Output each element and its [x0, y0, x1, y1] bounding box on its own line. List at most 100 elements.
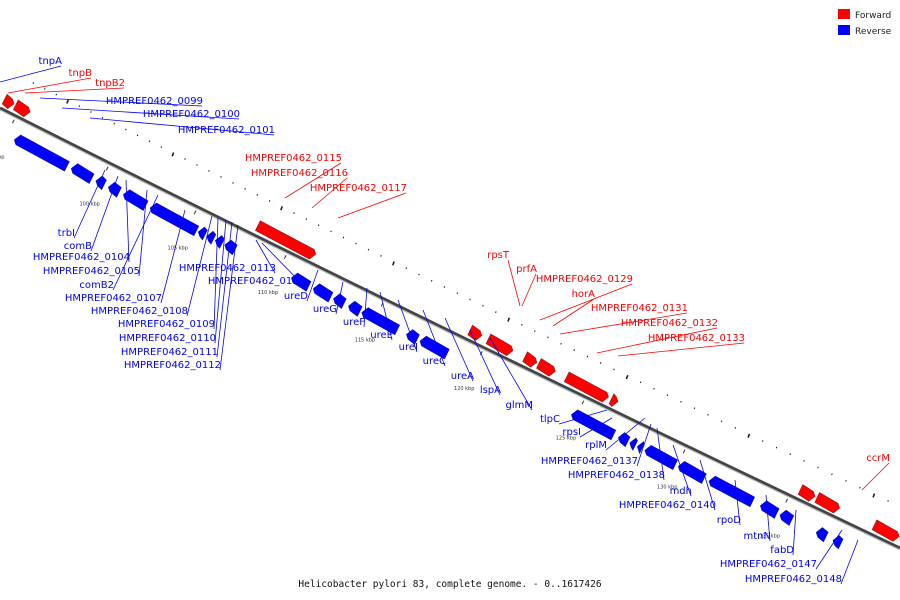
sequence-tick	[32, 82, 35, 84]
gene-label[interactable]: HMPREF0462_0104	[33, 252, 130, 263]
gene-label[interactable]: HMPREF0462_0110	[119, 333, 216, 344]
gene-label[interactable]: HMPREF0462_0100	[143, 109, 240, 120]
gene-label[interactable]: mdh	[670, 486, 692, 497]
gene-label[interactable]: ccrM	[866, 453, 890, 464]
gene-label[interactable]: HMPREF0462_0111	[121, 347, 218, 358]
gene-label[interactable]: ureI	[399, 342, 418, 353]
gene-label[interactable]: ureE	[370, 330, 393, 341]
forward-gene-block[interactable]	[814, 492, 840, 514]
gene-label[interactable]: rpsI	[562, 427, 581, 438]
reverse-gene-block[interactable]	[779, 509, 795, 526]
reverse-gene-block[interactable]	[629, 437, 638, 451]
gene-label[interactable]: HMPREF0462_0117	[310, 183, 407, 194]
gene-label[interactable]: ureA	[451, 371, 474, 382]
gene-label[interactable]: rpoD	[717, 515, 742, 526]
forward-gene-block[interactable]	[871, 519, 900, 542]
gene-label[interactable]: tnpB2	[95, 78, 125, 89]
forward-gene-block[interactable]	[564, 371, 609, 403]
sequence-tick	[136, 134, 139, 137]
gene-label[interactable]: tnpB	[69, 68, 93, 79]
sequence-tick	[693, 407, 696, 410]
forward-gene-block[interactable]	[536, 358, 556, 377]
gene-label[interactable]: ureD	[284, 291, 308, 302]
reverse-gene-block[interactable]	[95, 175, 107, 191]
gene-label[interactable]: HMPREF0462_0099	[106, 96, 203, 107]
gene-label[interactable]: HMPREF0462_0147	[720, 559, 817, 570]
gene-label[interactable]: prfA	[516, 264, 537, 275]
gene-label[interactable]: HMPREF0462_0133	[648, 333, 745, 344]
gene-label[interactable]: HMPREF0462_0114	[208, 276, 305, 287]
forward-gene-block[interactable]	[1, 93, 15, 110]
gene-label[interactable]: glmM	[506, 400, 534, 411]
gene-label[interactable]: trbI	[58, 228, 75, 239]
gene-label[interactable]: rpsT	[487, 250, 510, 261]
reverse-gene-block[interactable]	[760, 500, 780, 519]
reverse-gene-block[interactable]	[197, 226, 208, 241]
reverse-gene-block[interactable]	[206, 230, 217, 245]
gene-label[interactable]: HMPREF0462_0109	[118, 319, 215, 330]
reverse-gene-block[interactable]	[14, 134, 70, 172]
sequence-tick	[547, 336, 549, 339]
reverse-gene-block[interactable]	[312, 283, 334, 303]
reverse-gene-block[interactable]	[149, 202, 200, 237]
forward-gene-block[interactable]	[485, 333, 514, 356]
reverse-gene-block[interactable]	[333, 293, 347, 309]
reverse-gene-block[interactable]	[708, 475, 756, 508]
leader-line	[507, 259, 521, 307]
gene-label[interactable]: HMPREF0462_0140	[619, 500, 716, 511]
gene-label[interactable]: HMPREF0462_0105	[43, 266, 140, 277]
forward-gene-block[interactable]	[797, 484, 816, 502]
reverse-gene-block[interactable]	[832, 535, 844, 550]
sequence-tick	[342, 236, 345, 239]
gene-label[interactable]: ureC	[423, 356, 446, 367]
reverse-gene-block[interactable]	[618, 432, 631, 448]
forward-gene-block[interactable]	[467, 324, 483, 341]
gene-label[interactable]: comB	[64, 241, 92, 252]
sequence-tick	[184, 158, 186, 160]
reverse-gene-block[interactable]	[815, 527, 829, 543]
reverse-gene-block[interactable]	[108, 181, 122, 198]
gene-label[interactable]: HMPREF0462_0112	[124, 360, 221, 371]
gene-label[interactable]: lspA	[480, 385, 501, 396]
gene-label[interactable]: HMPREF0462_0108	[91, 306, 188, 317]
gene-label[interactable]: mtnN	[744, 531, 771, 542]
gene-label[interactable]: comB2	[79, 280, 114, 291]
reverse-gene-block[interactable]	[348, 300, 363, 317]
gene-label[interactable]: tlpC	[540, 414, 560, 425]
gene-label[interactable]: horA	[572, 289, 596, 300]
leader-line	[734, 479, 741, 526]
gene-label[interactable]: HMPREF0462_0129	[536, 274, 633, 285]
reverse-gene-block[interactable]	[406, 329, 420, 345]
leader-line	[7, 77, 92, 94]
gene-label[interactable]: HMPREF0462_0148	[745, 574, 842, 585]
gene-label[interactable]: HMPREF0462_0137	[541, 456, 638, 467]
gene-label[interactable]: HMPREF0462_0115	[245, 153, 342, 164]
gene-label[interactable]: HMPREF0462_0101	[178, 125, 275, 136]
reverse-gene-block[interactable]	[361, 307, 400, 336]
gene-label[interactable]: HMPREF0462_0113	[179, 263, 276, 274]
gene-label[interactable]: HMPREF0462_0138	[568, 470, 665, 481]
sequence-tick	[44, 87, 46, 90]
gene-label[interactable]: tnpA	[39, 56, 63, 67]
gene-label[interactable]: HMPREF0462_0131	[591, 303, 688, 314]
gene-label[interactable]: HMPREF0462_0132	[621, 318, 718, 329]
forward-gene-block[interactable]	[255, 220, 317, 260]
reverse-gene-block[interactable]	[637, 441, 645, 455]
forward-gene-block[interactable]	[608, 393, 619, 407]
gene-label[interactable]: ureF	[343, 317, 365, 328]
sequence-tick	[171, 152, 175, 157]
reverse-gene-block[interactable]	[70, 163, 95, 184]
reverse-gene-block[interactable]	[677, 461, 707, 484]
gene-label[interactable]: fabD	[770, 545, 794, 556]
leader-line	[444, 317, 474, 382]
sequence-tick	[66, 99, 69, 104]
gene-label[interactable]: ureG	[313, 304, 337, 315]
forward-gene-block[interactable]	[13, 99, 31, 118]
reverse-gene-block[interactable]	[419, 335, 450, 360]
gene-label[interactable]: HMPREF0462_0107	[65, 293, 162, 304]
gene-label[interactable]: HMPREF0462_0116	[251, 168, 348, 179]
gene-label[interactable]: rplM	[585, 440, 607, 451]
scale-tick	[11, 119, 15, 124]
forward-gene-block[interactable]	[522, 351, 538, 368]
